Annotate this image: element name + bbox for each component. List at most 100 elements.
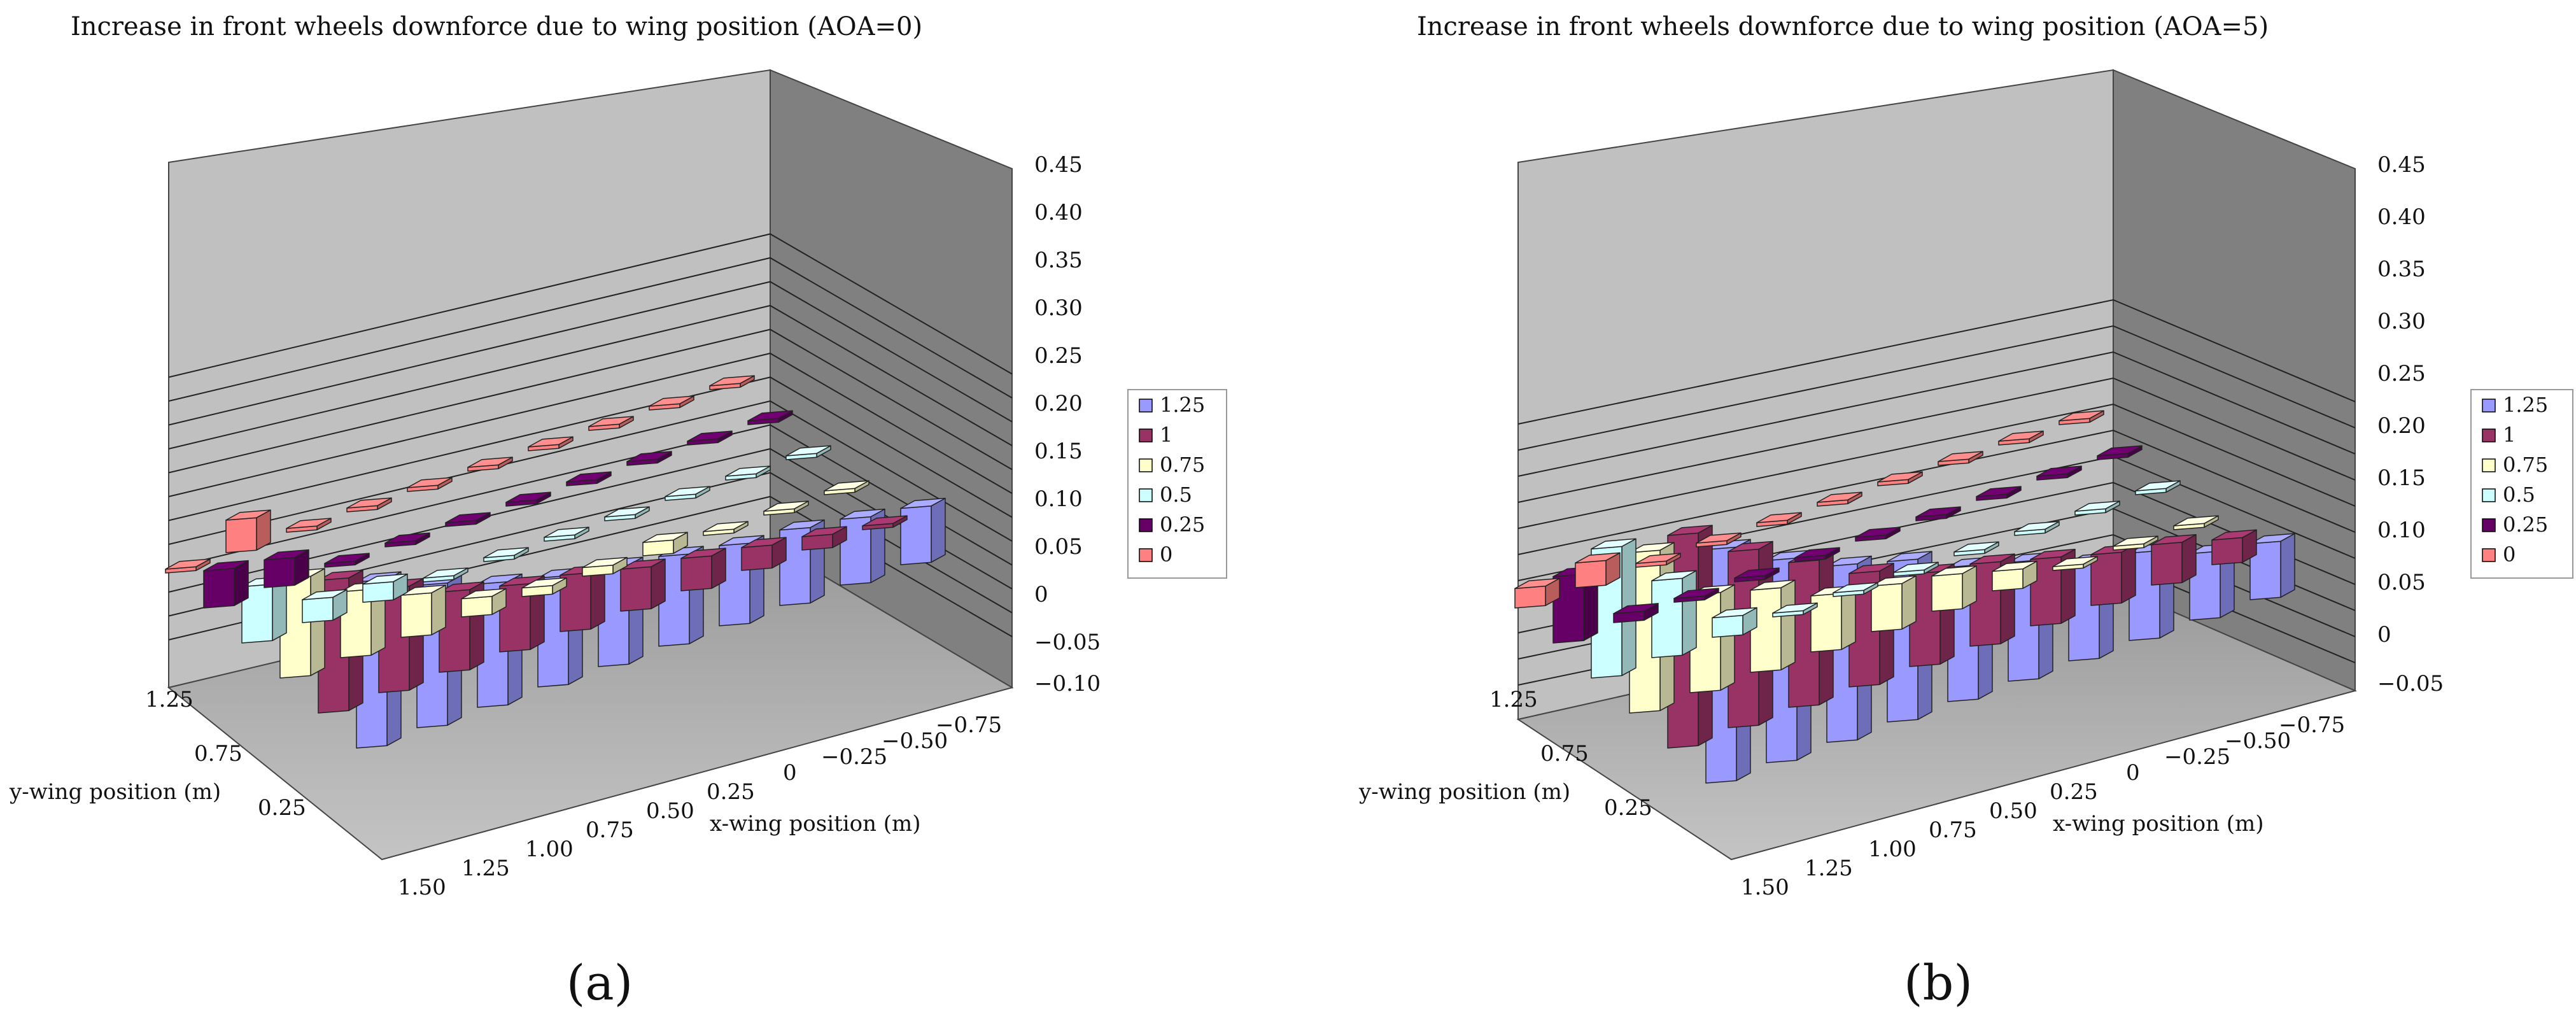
bar-top bbox=[1635, 553, 1681, 564]
bar-top bbox=[423, 567, 468, 579]
gridline bbox=[1517, 325, 2356, 451]
z-tick: 0.05 bbox=[2377, 570, 2426, 595]
x-tick: −0.75 bbox=[2279, 712, 2345, 738]
bar-top bbox=[1673, 588, 1719, 599]
bar-top bbox=[225, 509, 271, 521]
bar-0-col6 bbox=[1877, 471, 1923, 486]
bar-0.25-col3 bbox=[1734, 567, 1780, 583]
y-tick: 1.25 bbox=[1489, 687, 1538, 712]
bar-0.75-col2 bbox=[1750, 579, 1796, 673]
bar-top bbox=[741, 537, 787, 548]
bar-top bbox=[1591, 538, 1636, 549]
chart-a-y-label: y-wing position (m) bbox=[9, 779, 221, 805]
chart-a-y-axis: 1.25 0.75 0.25 y-wing position (m) bbox=[9, 687, 306, 821]
bar-top bbox=[521, 577, 567, 589]
gridline bbox=[1517, 299, 2356, 425]
chart-b-bars bbox=[1514, 410, 2295, 784]
x-tick: −0.75 bbox=[936, 712, 1002, 738]
bar-0-col0 bbox=[165, 558, 211, 574]
bar-top bbox=[499, 575, 545, 587]
z-tick: 0.35 bbox=[1034, 248, 1083, 273]
bar-top bbox=[719, 535, 764, 546]
chart-a-caption: (a) bbox=[567, 954, 633, 1011]
bar-top bbox=[1969, 553, 2015, 565]
bar-0.25-col5 bbox=[1855, 527, 1901, 542]
bar-0.5-col6 bbox=[604, 506, 650, 521]
bar-top bbox=[165, 558, 211, 570]
bar-top bbox=[1998, 430, 2044, 442]
bar-top bbox=[1728, 541, 1773, 553]
legend-swatch bbox=[2482, 428, 2496, 442]
legend-box bbox=[2470, 389, 2573, 579]
bar-0.75-col9 bbox=[824, 480, 869, 495]
bar-top bbox=[2151, 534, 2197, 546]
bar-side bbox=[2181, 534, 2197, 583]
chart-a-title: Increase in front wheels downforce due t… bbox=[71, 12, 922, 41]
bar-top bbox=[2113, 535, 2158, 547]
gridline bbox=[168, 281, 1013, 426]
bar-front bbox=[1992, 568, 2023, 591]
chart-b: Increase in front wheels downforce due t… bbox=[1358, 12, 2573, 1011]
bar-top bbox=[604, 506, 650, 518]
z-tick: 0 bbox=[1034, 582, 1048, 607]
x-tick: 1.00 bbox=[1868, 837, 1917, 862]
bar-front bbox=[400, 592, 432, 638]
z-tick: 0.25 bbox=[1034, 343, 1083, 369]
bar-top bbox=[1833, 582, 1878, 593]
bar-top bbox=[1651, 570, 1697, 581]
legend-swatch bbox=[2482, 548, 2496, 562]
bar-0.5-col4 bbox=[1833, 582, 1878, 597]
z-tick: 0.10 bbox=[1034, 486, 1083, 512]
gridline bbox=[1517, 403, 2356, 529]
bar-0.25-col3 bbox=[384, 532, 430, 548]
gridline bbox=[1517, 351, 2356, 477]
bar-front bbox=[1514, 585, 1546, 609]
x-tick: 0.25 bbox=[2050, 779, 2098, 805]
bar-front bbox=[302, 597, 334, 623]
chart-b-x-axis: 1.50 1.25 1.00 0.75 0.50 0.25 0 −0.25 −0… bbox=[1741, 712, 2345, 900]
bar-0.5-col9 bbox=[785, 445, 831, 460]
bar-top bbox=[439, 581, 484, 593]
bar-0.25-col6 bbox=[1915, 506, 1961, 521]
gridline bbox=[168, 233, 1013, 378]
bar-top bbox=[400, 584, 446, 596]
bar-top bbox=[747, 410, 793, 421]
legend-label: 1.25 bbox=[1160, 393, 1205, 417]
bar-0-col1 bbox=[225, 509, 271, 553]
bar-0.5-col9 bbox=[2135, 480, 2181, 495]
bar-0.5-col2 bbox=[1712, 607, 1757, 638]
chart-b-y-axis: 1.25 0.75 0.25 y-wing position (m) bbox=[1358, 687, 1652, 821]
bar-top bbox=[1696, 532, 1742, 544]
bar-front bbox=[225, 517, 257, 553]
bar-front bbox=[680, 555, 712, 591]
y-tick: 0.75 bbox=[1540, 741, 1589, 767]
bar-top bbox=[824, 480, 869, 491]
bar-top bbox=[763, 500, 809, 512]
bar-top bbox=[862, 515, 908, 527]
legend-box bbox=[1127, 389, 1227, 579]
bar-front bbox=[620, 566, 652, 612]
bar-1-col6 bbox=[2030, 548, 2076, 626]
bar-top bbox=[1848, 563, 1894, 574]
y-tick: 0.75 bbox=[194, 741, 243, 767]
bar-top bbox=[264, 549, 309, 561]
chart-a-bars bbox=[165, 375, 946, 749]
bar-top bbox=[362, 573, 408, 585]
chart-b-z-axis: 0.45 0.40 0.35 0.30 0.25 0.20 0.15 0.10 … bbox=[2377, 152, 2444, 696]
bar-top bbox=[1756, 512, 1802, 523]
bar-0.5-col6 bbox=[1953, 541, 1999, 556]
bar-0-col9 bbox=[709, 375, 755, 390]
bar-1-col9 bbox=[2211, 529, 2257, 565]
bar-top bbox=[2030, 548, 2076, 560]
legend-swatch bbox=[2482, 518, 2496, 532]
bar-0.5-col2 bbox=[362, 573, 408, 603]
bar-front bbox=[900, 505, 932, 565]
bar-0-col0 bbox=[1514, 577, 1560, 609]
z-tick: 0.30 bbox=[1034, 295, 1083, 321]
bar-side bbox=[1720, 584, 1735, 691]
bar-top bbox=[1826, 555, 1872, 567]
z-tick: 0.10 bbox=[2377, 518, 2426, 543]
bar-side bbox=[1780, 579, 1796, 670]
bar-front bbox=[2211, 537, 2243, 565]
chart-a-z-axis: 0.45 0.40 0.35 0.30 0.25 0.20 0.15 0.10 … bbox=[1034, 152, 1101, 696]
